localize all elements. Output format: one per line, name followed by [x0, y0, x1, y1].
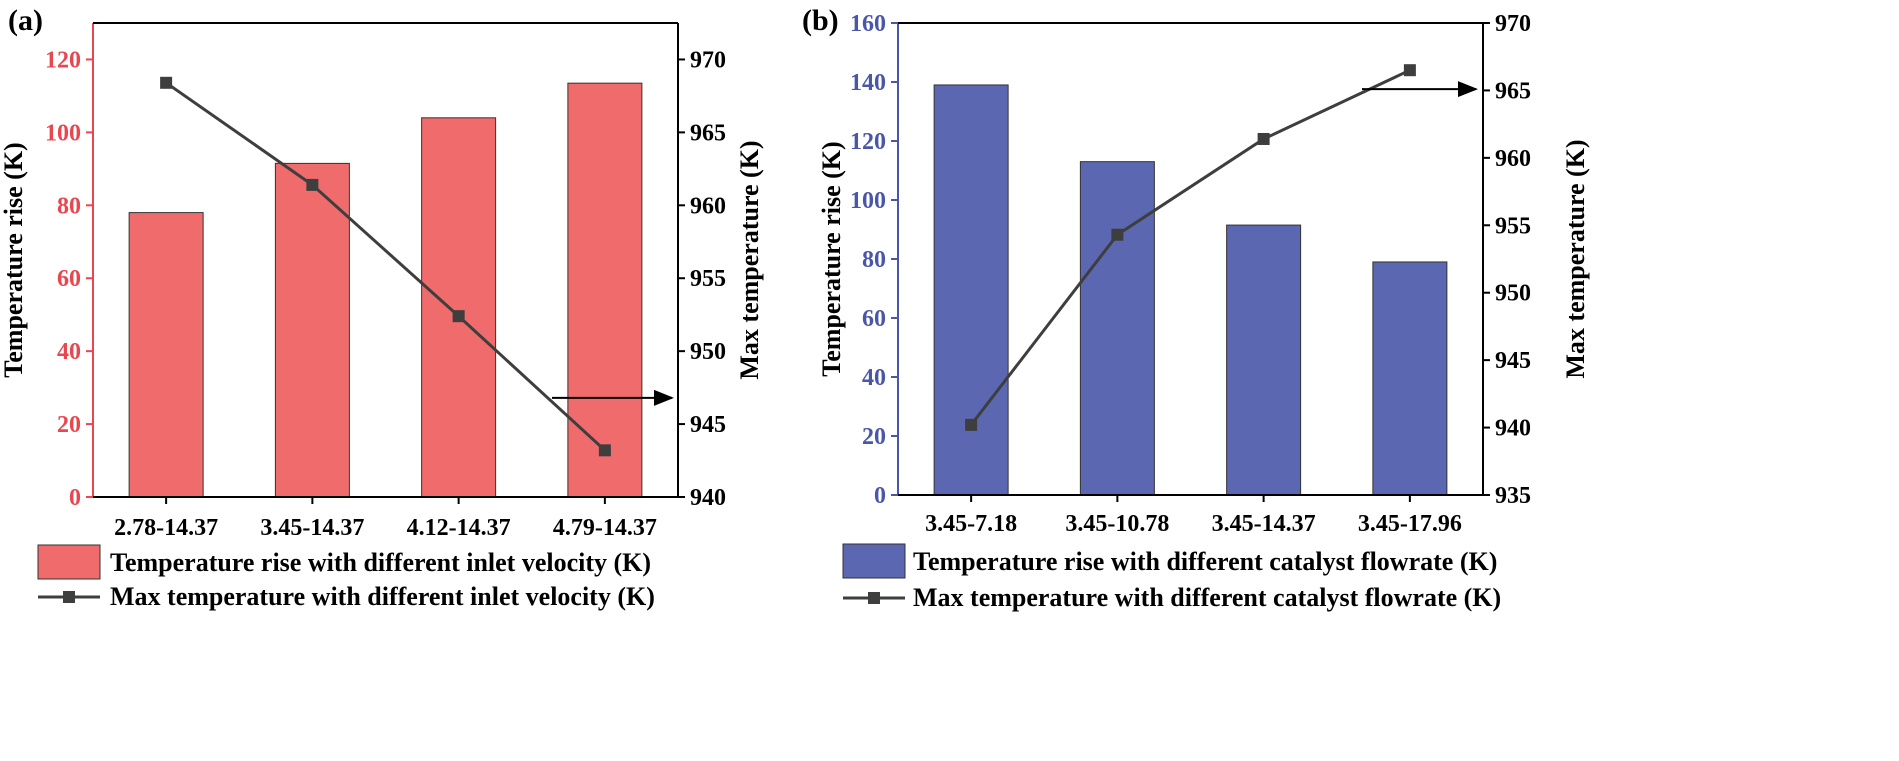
panel-label: (b) — [802, 4, 839, 37]
y-tick-label-left: 100 — [45, 120, 81, 146]
y-tick-label-right: 945 — [690, 412, 726, 438]
panel-label: (a) — [8, 4, 43, 37]
bar-2 — [274, 162, 350, 498]
x-tick-label: 3.45-14.37 — [260, 515, 364, 541]
y-tick-label-right: 970 — [690, 47, 726, 73]
line-marker-3 — [452, 310, 465, 323]
x-tick-label: 3.45-7.18 — [925, 511, 1017, 537]
y-tick-label-left: 20 — [57, 412, 81, 438]
y-tick-label-right: 960 — [690, 193, 726, 219]
y-axis-title-left: Temperature rise (K) — [817, 141, 846, 376]
y-axis-title-right: Max temperature (K) — [1561, 139, 1590, 378]
x-tick-label: 3.45-17.96 — [1358, 511, 1462, 537]
y-tick-label-left: 140 — [850, 70, 886, 96]
y-tick-label-right: 950 — [690, 339, 726, 365]
y-tick-label-right: 960 — [1495, 146, 1531, 172]
line-marker-2 — [306, 178, 319, 191]
line-marker-4 — [1403, 64, 1416, 77]
y-tick-label-left: 80 — [862, 247, 886, 273]
legend-line-marker — [868, 592, 880, 604]
y-tick-label-right: 965 — [1495, 78, 1531, 104]
y-tick-label-left: 0 — [69, 485, 81, 511]
x-tick-label: 2.78-14.37 — [114, 515, 218, 541]
y-axis-title-right: Max temperature (K) — [735, 140, 764, 379]
legend-label-bar: Temperature rise with different inlet ve… — [110, 548, 651, 577]
y-tick-label-right: 945 — [1495, 348, 1531, 374]
y-axis-title-left: Temperature rise (K) — [0, 142, 28, 377]
y-tick-label-right: 940 — [1495, 416, 1531, 442]
bar-4 — [567, 82, 643, 498]
y-tick-label-right: 935 — [1495, 483, 1531, 509]
line-marker-4 — [598, 444, 611, 457]
x-tick-label: 4.12-14.37 — [407, 515, 511, 541]
y-tick-label-left: 20 — [862, 424, 886, 450]
line-marker-1 — [160, 76, 173, 89]
y-tick-label-right: 950 — [1495, 281, 1531, 307]
y-tick-label-left: 0 — [874, 483, 886, 509]
y-tick-label-left: 80 — [57, 193, 81, 219]
line-marker-1 — [965, 418, 978, 431]
legend-label-line: Max temperature with different inlet vel… — [110, 582, 655, 611]
legend-bar-swatch — [37, 544, 101, 580]
bar-3 — [421, 117, 497, 498]
x-tick-label: 4.79-14.37 — [553, 515, 657, 541]
y-tick-label-right: 940 — [690, 485, 726, 511]
y-tick-label-right: 970 — [1495, 11, 1531, 37]
panel-a: (a) 0 20 40 60 80 100 120 940 945 950 955 960 965 970 2… — [0, 4, 764, 611]
y-tick-label-left: 60 — [862, 306, 886, 332]
panel-b: (b) 0 20 40 60 80 100 120 140 160 935 940 945 950 955 9… — [802, 4, 1590, 612]
y-tick-label-left: 100 — [850, 188, 886, 214]
y-tick-label-left: 120 — [45, 47, 81, 73]
y-tick-label-left: 160 — [850, 11, 886, 37]
bar-4 — [1372, 261, 1448, 496]
y-tick-label-right: 955 — [1495, 213, 1531, 239]
x-tick-label: 3.45-10.78 — [1065, 511, 1169, 537]
bar-1 — [128, 212, 204, 498]
bar-2 — [1079, 161, 1155, 496]
y-tick-label-left: 120 — [850, 129, 886, 155]
series-line — [969, 68, 1411, 426]
x-tick-label: 3.45-14.37 — [1212, 511, 1316, 537]
legend-line-marker — [63, 591, 75, 603]
series-line — [165, 81, 606, 452]
y-tick-label-right: 955 — [690, 266, 726, 292]
bar-1 — [933, 84, 1009, 496]
y-tick-label-left: 60 — [57, 266, 81, 292]
legend-label-line: Max temperature with different catalyst … — [913, 583, 1501, 612]
y-tick-label-left: 40 — [57, 339, 81, 365]
line-marker-3 — [1257, 132, 1270, 145]
legend-label-bar: Temperature rise with different catalyst… — [913, 547, 1497, 576]
legend-bar-swatch — [842, 543, 906, 579]
bar-3 — [1226, 224, 1302, 496]
line-marker-2 — [1111, 228, 1124, 241]
y-tick-label-right: 965 — [690, 120, 726, 146]
y-tick-label-left: 40 — [862, 365, 886, 391]
